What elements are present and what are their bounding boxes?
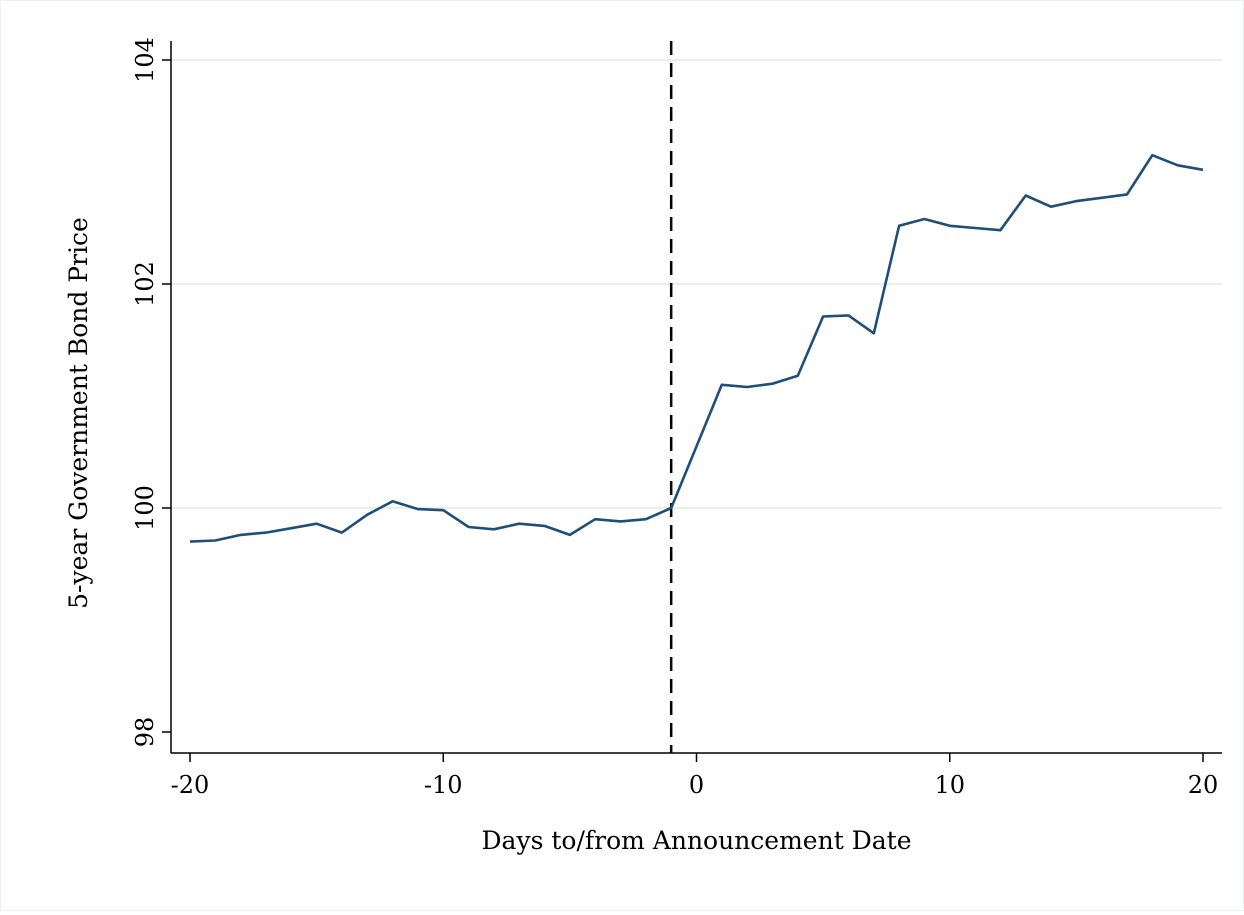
- x-axis-title: Days to/from Announcement Date: [482, 826, 912, 855]
- y-axis-title: 5-year Government Bond Price: [64, 217, 93, 609]
- y-tick-label: 104: [131, 37, 159, 83]
- x-tick-label: -10: [424, 771, 463, 799]
- y-tick-label: 100: [131, 485, 159, 531]
- y-tick-label: 102: [131, 261, 159, 307]
- x-tick-label: 0: [689, 771, 704, 799]
- x-tick-label: 20: [1188, 771, 1219, 799]
- axes: [170, 41, 1222, 754]
- gridlines: [171, 59, 1222, 509]
- y-tick-label: 98: [131, 717, 159, 748]
- x-tick-label: 10: [934, 771, 965, 799]
- ticks: -20 -10 0 10 20 98 100 102 104: [131, 37, 1218, 799]
- x-tick-label: -20: [171, 771, 210, 799]
- series-line: [189, 153, 1204, 543]
